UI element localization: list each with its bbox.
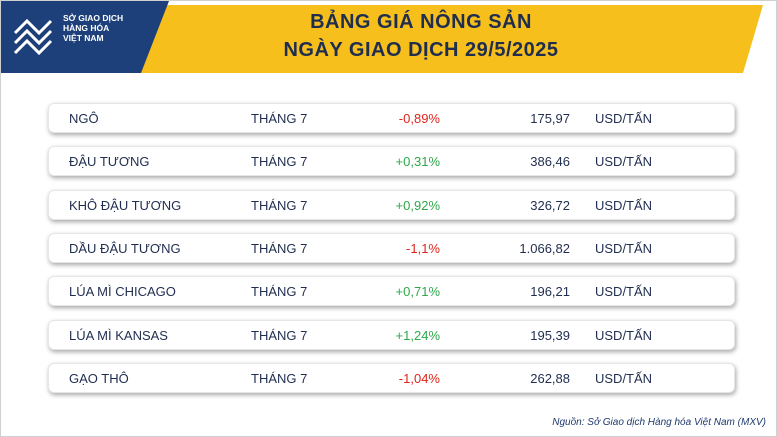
price: 1.066,82 — [519, 240, 570, 256]
change: -1,1% — [406, 240, 440, 256]
month: THÁNG 7 — [251, 111, 308, 126]
commodity: DẦU ĐẬU TƯƠNG — [69, 240, 181, 256]
row: ĐẬU TƯƠNG THÁNG 7 +0,31% 386,46 USD/TẤN — [48, 146, 735, 177]
price: 195,39 — [530, 327, 570, 343]
logo-bg — [1, 1, 169, 73]
price: 386,46 — [530, 154, 570, 170]
change: +0,31% — [395, 154, 440, 170]
row: LÚA MÌ KANSAS THÁNG 7 +1,24% 195,39 USD/TẤN — [48, 319, 735, 350]
commodity: KHÔ ĐẬU TƯƠNG — [69, 197, 182, 213]
change: +1,24% — [395, 327, 440, 343]
unit: USD/TẤN — [595, 154, 653, 170]
month: THÁNG 7 — [251, 240, 308, 256]
commodity: GẠO THÔ — [69, 370, 129, 386]
commodity: ĐẬU TƯƠNG — [69, 154, 150, 170]
header-bg — [1, 1, 763, 73]
month: THÁNG 7 — [251, 370, 308, 386]
unit: USD/TẤN — [595, 240, 653, 256]
logo-mark — [13, 18, 53, 56]
month: THÁNG 7 — [251, 154, 308, 170]
title: BẢNG GIÁ NÔNG SẢN — [310, 11, 532, 33]
unit: USD/TẤN — [595, 370, 653, 386]
price: 262,88 — [530, 370, 570, 386]
logo-line: HÀNG HÓA — [63, 23, 110, 33]
logo-line: VIỆT NAM — [63, 33, 104, 43]
row: DẦU ĐẬU TƯƠNG THÁNG 7 -1,1% 1.066,82 USD/TẤN — [48, 232, 735, 263]
row: KHÔ ĐẬU TƯƠNG THÁNG 7 +0,92% 326,72 USD/TẤN — [48, 189, 735, 220]
row: GẠO THÔ THÁNG 7 -1,04% 262,88 USD/TẤN — [48, 362, 735, 393]
unit: USD/TẤN — [595, 327, 653, 343]
change: -0,89% — [398, 111, 440, 126]
commodity: NGÔ — [69, 111, 99, 126]
title-band — [121, 5, 763, 73]
month: THÁNG 7 — [251, 197, 308, 213]
month: THÁNG 7 — [251, 284, 308, 300]
change: +0,71% — [395, 284, 440, 300]
unit: USD/TẤN — [595, 284, 653, 300]
row: LÚA MÌ CHICAGO THÁNG 7 +0,71% 196,21 USD/TẤN — [48, 276, 735, 307]
logo-line: SỞ GIAO DỊCH — [63, 13, 124, 23]
price: 326,72 — [530, 197, 570, 213]
price: 196,21 — [530, 284, 570, 300]
unit: USD/TẤN — [595, 197, 653, 213]
title: NGÀY GIAO DỊCH 29/5/2025 — [283, 39, 559, 61]
row: NGÔ THÁNG 7 -0,89% 175,97 USD/TẤN — [48, 103, 735, 133]
logo-text: SỞ GIAO DỊCH HÀNG HÓA VIỆT NAM — [63, 13, 123, 43]
unit: USD/TẤN — [595, 111, 653, 126]
commodity: LÚA MÌ CHICAGO — [69, 284, 176, 300]
change: +0,92% — [395, 197, 440, 213]
change: -1,04% — [398, 370, 440, 386]
price: 175,97 — [530, 111, 570, 126]
month: THÁNG 7 — [251, 327, 308, 343]
source: Nguồn: Sở Giao dịch Hàng hóa Việt Nam (M… — [552, 417, 766, 428]
commodity: LÚA MÌ KANSAS — [69, 327, 168, 343]
